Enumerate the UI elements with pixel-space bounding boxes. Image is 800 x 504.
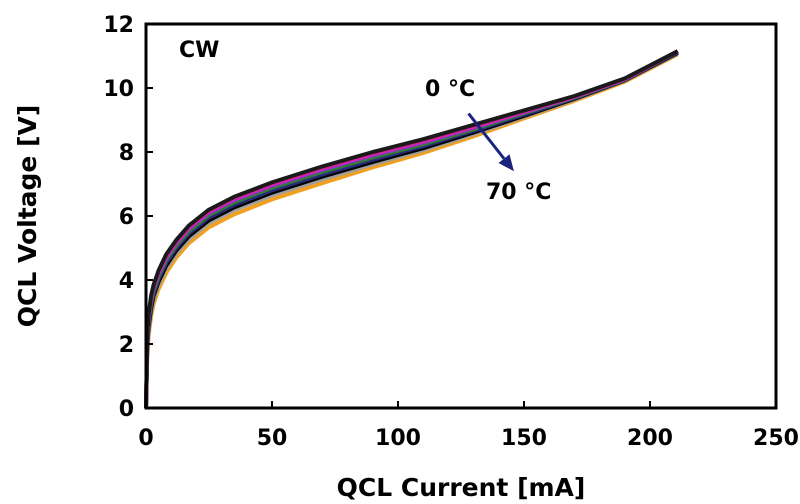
series-line-0c (144, 49, 679, 409)
y-tick-label: 12 (103, 13, 134, 38)
series-line-40c (144, 50, 679, 409)
y-tick-label: 10 (103, 77, 134, 102)
series-line-10c (144, 49, 679, 409)
cw-label: CW (179, 38, 219, 63)
x-axis-title: QCL Current [mA] (337, 473, 586, 502)
x-tick-label: 50 (257, 426, 288, 451)
series-line-30c (144, 49, 679, 409)
series-line-50c (144, 51, 679, 409)
series-layer (144, 49, 679, 409)
y-tick-label: 4 (119, 269, 134, 294)
x-tick-label: 100 (375, 426, 421, 451)
y-tick-label: 6 (119, 205, 134, 230)
ticks-layer: 0 50 100 150 200 250 0 2 4 6 8 10 12 (103, 13, 799, 451)
series-line-60c (144, 51, 679, 409)
temperature-arrow-head (498, 154, 514, 172)
start-temp-label: 0 °C (425, 77, 475, 102)
y-axis-title: QCL Voltage [V] (13, 105, 42, 328)
y-tick-label: 2 (119, 333, 134, 358)
end-temp-label: 70 °C (486, 180, 551, 205)
x-tick-label: 150 (501, 426, 547, 451)
temperature-arrow (467, 112, 506, 160)
x-tick-label: 250 (753, 426, 799, 451)
x-tick-label: 200 (627, 426, 673, 451)
series-line-20c (144, 49, 679, 409)
y-tick-label: 8 (119, 141, 134, 166)
x-tick-label: 0 (138, 426, 153, 451)
y-tick-label: 0 (119, 397, 134, 422)
series-line-70c (144, 52, 679, 409)
